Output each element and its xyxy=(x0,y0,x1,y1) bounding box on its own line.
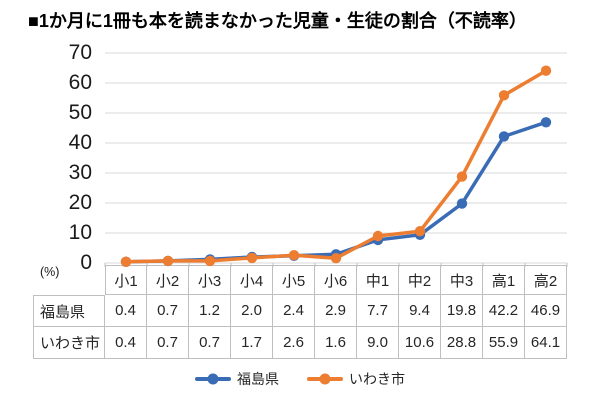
table-value-cell: 64.1 xyxy=(525,327,567,359)
y-tick-label: 20 xyxy=(68,191,92,214)
table-row-label: 福島県 xyxy=(33,295,105,327)
table-value-cell: 55.9 xyxy=(483,327,525,359)
data-point xyxy=(540,65,552,76)
table-value-cell: 1.7 xyxy=(231,327,273,359)
table-header-cell: 高2 xyxy=(525,265,567,295)
legend-label: 福島県 xyxy=(237,371,279,387)
legend-item-いわき市: いわき市 xyxy=(307,369,405,389)
legend-dot-icon xyxy=(207,373,219,385)
table-header-cell: 小2 xyxy=(147,265,189,295)
data-point xyxy=(330,253,342,264)
table-value-cell: 2.9 xyxy=(315,295,357,327)
table-header-cell: 小4 xyxy=(231,265,273,295)
data-point xyxy=(498,90,510,101)
table-value-cell: 0.4 xyxy=(105,327,147,359)
data-point xyxy=(246,251,258,263)
table-value-cell: 42.2 xyxy=(483,295,525,327)
table-header-cell: 小5 xyxy=(273,265,315,295)
y-axis-unit-label: (%) xyxy=(40,265,60,279)
chart-legend: 福島県 いわき市 xyxy=(0,366,600,392)
legend-marker-icon xyxy=(307,373,343,385)
table-header-cell: 中2 xyxy=(399,265,441,295)
table-header-cell: 小1 xyxy=(105,265,147,295)
data-point xyxy=(372,230,384,242)
y-tick-label: 30 xyxy=(68,161,92,184)
table-value-cell: 19.8 xyxy=(441,295,483,327)
y-tick-label: 60 xyxy=(68,71,92,94)
y-tick-label: 40 xyxy=(68,131,92,154)
table-value-cell: 9.0 xyxy=(357,327,399,359)
data-point xyxy=(372,234,384,246)
y-tick-label: 50 xyxy=(68,101,92,124)
table-row-label: いわき市 xyxy=(33,327,105,359)
table-value-cell: 1.6 xyxy=(315,327,357,359)
data-point xyxy=(414,226,426,237)
table-value-cell: 0.7 xyxy=(147,327,189,359)
table-value-cell: 2.4 xyxy=(273,295,315,327)
table-value-cell: 0.7 xyxy=(189,327,231,359)
data-point xyxy=(330,249,342,260)
data-point xyxy=(414,229,426,240)
legend-item-福島県: 福島県 xyxy=(195,369,279,389)
data-point xyxy=(456,198,468,209)
data-point xyxy=(540,117,552,128)
table-value-cell: 2.0 xyxy=(231,295,273,327)
table-value-cell: 0.4 xyxy=(105,295,147,327)
y-tick-label: 10 xyxy=(68,221,92,244)
table-value-cell: 10.6 xyxy=(399,327,441,359)
data-table: 小1 小2 小3 小4 小5 小6 中1 中2 中3 高1 高2 福島県 0.4 0.7 1.2 2.0 2.4… xyxy=(33,265,567,359)
table-value-cell: 9.4 xyxy=(399,295,441,327)
data-point xyxy=(204,254,216,265)
table-value-cell: 28.8 xyxy=(441,327,483,359)
data-point xyxy=(246,252,258,264)
table-header-cell: 小3 xyxy=(189,265,231,295)
y-tick-label: 0 xyxy=(80,251,92,274)
series-line-いわき市 xyxy=(124,68,548,264)
table-value-cell: 46.9 xyxy=(525,295,567,327)
legend-dot-icon xyxy=(319,373,331,385)
data-point xyxy=(288,250,300,261)
legend-marker-icon xyxy=(195,373,231,385)
legend-label: いわき市 xyxy=(349,371,405,387)
data-point xyxy=(498,131,510,142)
table-header-cell: 中1 xyxy=(357,265,399,295)
chart-title: ■1か月に1冊も本を読まなかった児童・生徒の割合（不読率） xyxy=(28,11,527,31)
table-header-cell: 小6 xyxy=(315,265,357,295)
table-header-cell: 中3 xyxy=(441,265,483,295)
data-point xyxy=(288,250,300,261)
table-value-cell: 2.6 xyxy=(273,327,315,359)
table-corner-cell xyxy=(33,265,105,295)
series-line-福島県 xyxy=(124,120,548,264)
table-header-cell: 高1 xyxy=(483,265,525,295)
table-value-cell: 0.7 xyxy=(147,295,189,327)
data-point xyxy=(456,171,468,182)
table-value-cell: 1.2 xyxy=(189,295,231,327)
y-tick-label: 70 xyxy=(68,41,92,64)
table-value-cell: 7.7 xyxy=(357,295,399,327)
